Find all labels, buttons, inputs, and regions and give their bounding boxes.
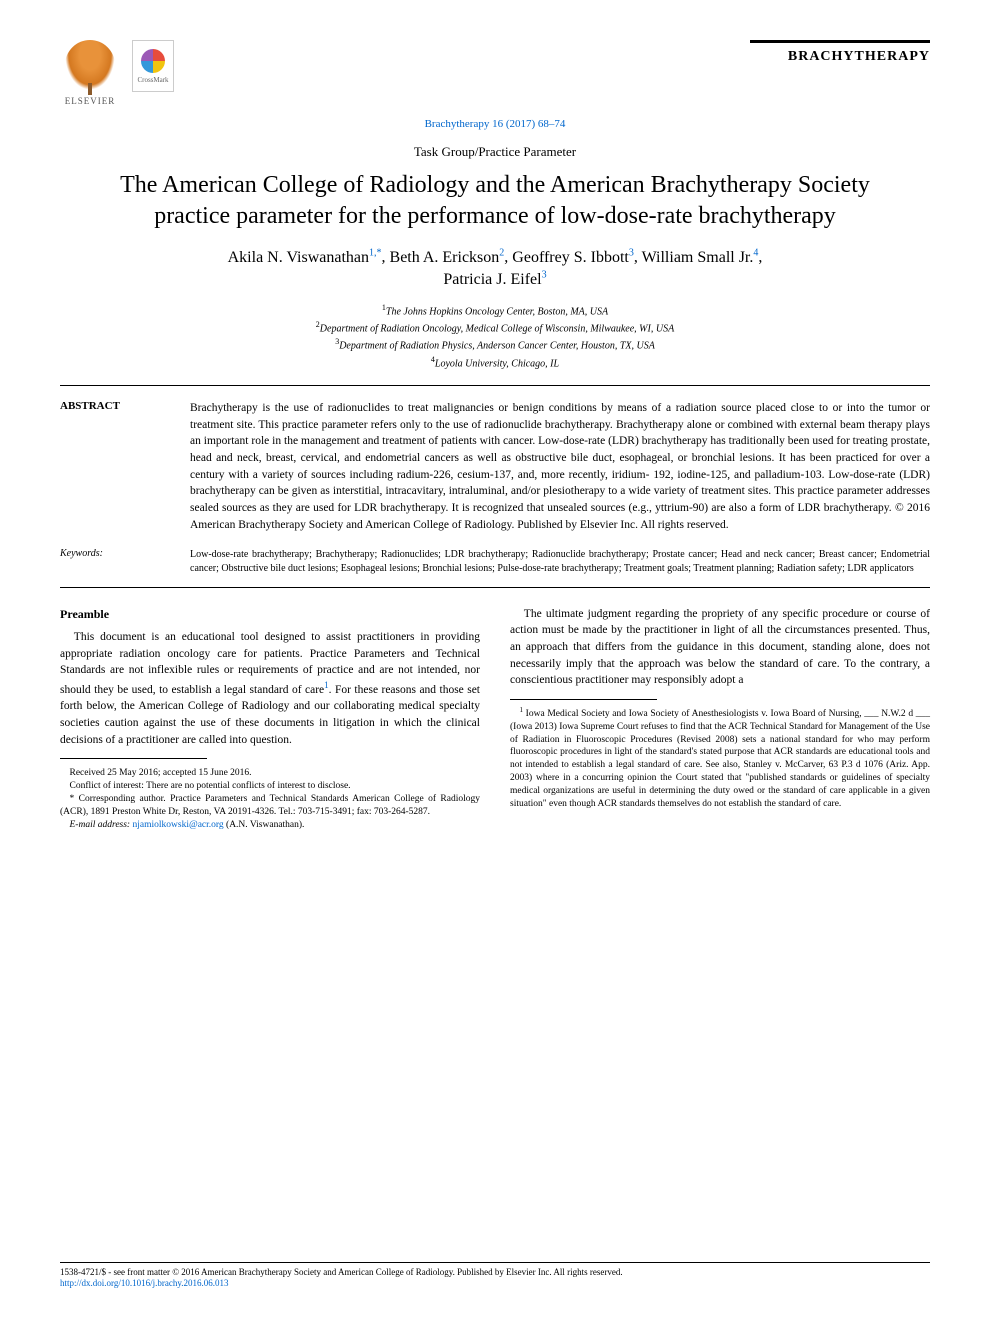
preamble-para-1: This document is an educational tool des…	[60, 629, 480, 749]
keywords-block: Keywords: Low-dose-rate brachytherapy; B…	[60, 548, 930, 577]
preamble-heading: Preamble	[60, 606, 480, 623]
header-row: ELSEVIER CrossMark BRACHYTHERAPY	[60, 40, 930, 110]
doi-link[interactable]: http://dx.doi.org/10.1016/j.brachy.2016.…	[60, 1278, 930, 1290]
keywords-label: Keywords:	[60, 548, 170, 577]
journal-name: BRACHYTHERAPY	[750, 49, 930, 65]
conflict-statement: Conflict of interest: There are no poten…	[60, 780, 480, 793]
rule-bottom	[60, 587, 930, 588]
left-logos: ELSEVIER CrossMark	[60, 40, 174, 110]
crossmark-badge[interactable]: CrossMark	[132, 40, 174, 92]
publisher-name: ELSEVIER	[65, 96, 116, 106]
rule-top	[60, 385, 930, 386]
elsevier-logo[interactable]: ELSEVIER	[60, 40, 120, 110]
footnote-rule-left	[60, 758, 207, 759]
right-column: The ultimate judgment regarding the prop…	[510, 606, 930, 832]
affiliation-3: 3Department of Radiation Physics, Anders…	[60, 336, 930, 353]
brand-rule	[750, 40, 930, 43]
author-list: Akila N. Viswanathan1,*, Beth A. Erickso…	[60, 246, 930, 291]
right-footnote: 1 Iowa Medical Society and Iowa Society …	[510, 706, 930, 811]
affiliation-2: 2Department of Radiation Oncology, Medic…	[60, 319, 930, 336]
article-title: The American College of Radiology and th…	[60, 170, 930, 232]
copyright-line: 1538-4721/$ - see front matter © 2016 Am…	[60, 1267, 930, 1279]
abstract-block: ABSTRACT Brachytherapy is the use of rad…	[60, 400, 930, 533]
keywords-text: Low-dose-rate brachytherapy; Brachythera…	[190, 548, 930, 577]
abstract-label: ABSTRACT	[60, 400, 170, 533]
crossmark-icon	[141, 49, 165, 73]
received-date: Received 25 May 2016; accepted 15 June 2…	[60, 767, 480, 780]
author-4: William Small Jr.4	[642, 249, 759, 266]
author-2: Beth A. Erickson2	[390, 249, 505, 266]
left-column: Preamble This document is an educational…	[60, 606, 480, 832]
citation-line[interactable]: Brachytherapy 16 (2017) 68–74	[60, 118, 930, 130]
preamble-para-2: The ultimate judgment regarding the prop…	[510, 606, 930, 689]
footnote-rule-right	[510, 699, 657, 700]
affiliation-1: 1The Johns Hopkins Oncology Center, Bost…	[60, 302, 930, 319]
article-type: Task Group/Practice Parameter	[60, 144, 930, 160]
crossmark-label: CrossMark	[137, 76, 168, 84]
author-3: Geoffrey S. Ibbott3	[512, 249, 634, 266]
email-link[interactable]: njamiolkowski@acr.org	[132, 820, 223, 830]
email-line: E-mail address: njamiolkowski@acr.org (A…	[60, 819, 480, 832]
author-5: Patricia J. Eifel3	[443, 271, 546, 288]
elsevier-tree-icon	[65, 40, 115, 90]
affiliations: 1The Johns Hopkins Oncology Center, Bost…	[60, 302, 930, 371]
left-footnotes: Received 25 May 2016; accepted 15 June 2…	[60, 767, 480, 831]
corresponding-author: * Corresponding author. Practice Paramet…	[60, 793, 480, 819]
bottom-bar: 1538-4721/$ - see front matter © 2016 Am…	[60, 1262, 930, 1290]
author-1: Akila N. Viswanathan1,*	[228, 249, 382, 266]
journal-brand: BRACHYTHERAPY	[750, 40, 930, 65]
body-columns: Preamble This document is an educational…	[60, 606, 930, 832]
abstract-text: Brachytherapy is the use of radionuclide…	[190, 400, 930, 533]
affiliation-4: 4Loyola University, Chicago, IL	[60, 354, 930, 371]
